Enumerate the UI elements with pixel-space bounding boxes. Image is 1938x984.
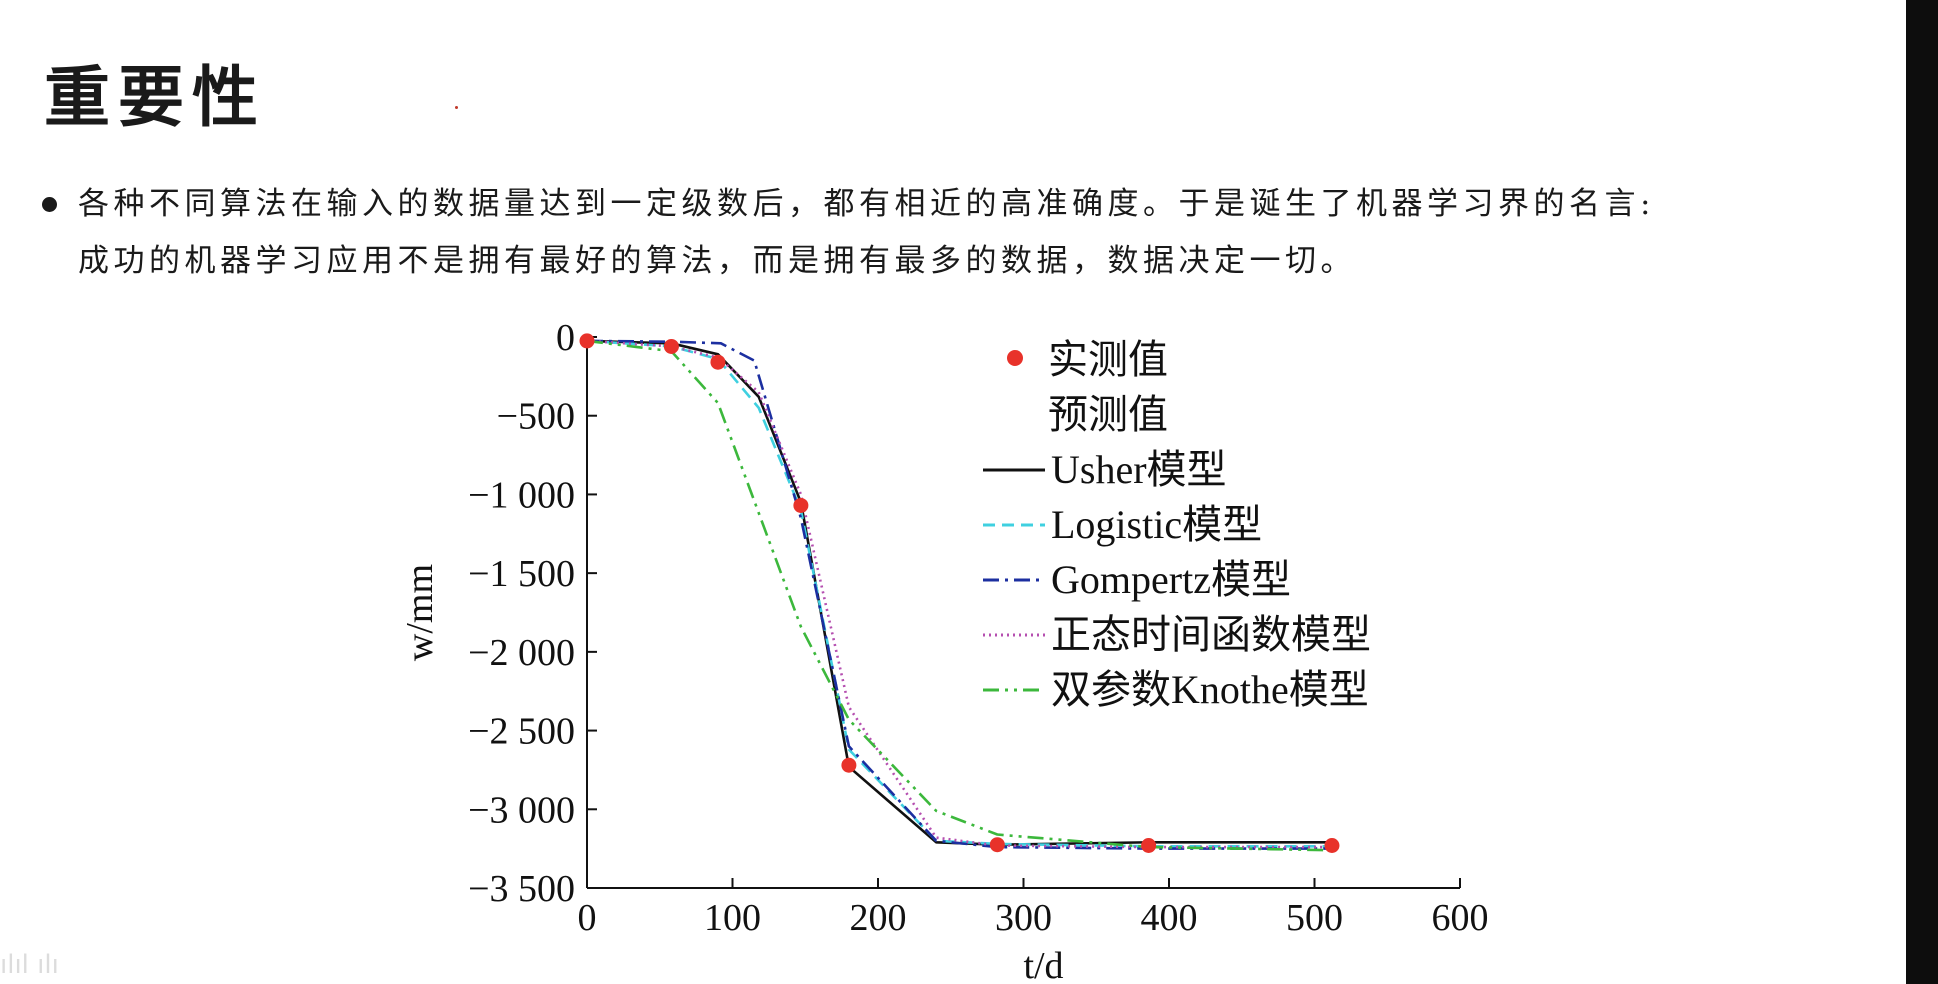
y-tick-label: −2 500 — [468, 711, 575, 753]
chart-series — [586, 339, 1333, 852]
y-tick-label: −1 500 — [468, 553, 575, 595]
y-tick-label: −2 000 — [468, 632, 575, 674]
page-title: 重要性 — [44, 58, 266, 136]
y-tick-label: 0 — [556, 317, 575, 359]
chart-measured-points — [579, 333, 1340, 853]
x-tick-label: 200 — [850, 897, 907, 939]
measured-point — [663, 338, 679, 354]
legend-header-predicted: 预测值 — [1048, 392, 1168, 437]
legend-label-series: Gompertz模型 — [1051, 557, 1291, 602]
x-tick-label: 100 — [704, 897, 761, 939]
x-tick-label: 500 — [1286, 897, 1343, 939]
x-tick-label: 600 — [1432, 897, 1489, 939]
window-edge — [1906, 0, 1938, 984]
measured-point — [989, 837, 1005, 853]
bullet-text-line1: 各种不同算法在输入的数据量达到一定级数后，都有相近的高准确度。于是诞生了机器学习… — [78, 186, 1655, 222]
legend-label-series: 双参数Knothe模型 — [1051, 667, 1369, 712]
y-tick-label: −3 500 — [468, 868, 575, 910]
y-tick-label: −3 000 — [468, 789, 575, 831]
bullet-text-line2: 成功的机器学习应用不是拥有最好的算法，而是拥有最多的数据，数据决定一切。 — [78, 243, 1356, 279]
measured-point — [1141, 837, 1157, 853]
y-tick-label: −500 — [497, 396, 575, 438]
bullet-block: 各种不同算法在输入的数据量达到一定级数后，都有相近的高准确度。于是诞生了机器学习… — [40, 176, 1880, 290]
series-line-Usher模型 — [586, 339, 1332, 847]
measured-point — [1324, 837, 1340, 853]
legend-label-series: Logistic模型 — [1051, 502, 1262, 547]
legend-label-series: 正态时间函数模型 — [1051, 612, 1371, 657]
series-line-Logistic模型 — [586, 339, 1332, 848]
x-tick-label: 400 — [1141, 897, 1198, 939]
bullet-dot-icon — [42, 197, 57, 212]
x-axis-label: t/d — [1023, 945, 1063, 984]
measured-point — [579, 333, 595, 349]
measured-point — [841, 757, 857, 773]
measured-point — [710, 354, 726, 370]
legend-marker-measured — [1007, 350, 1023, 366]
measured-point — [793, 497, 809, 513]
y-axis-label: w/mm — [399, 564, 441, 661]
series-line-正态时间函数模型 — [586, 339, 1332, 849]
chart-axis-labels: t/d w/mm — [399, 564, 1064, 984]
bullet-item: 各种不同算法在输入的数据量达到一定级数后，都有相近的高准确度。于是诞生了机器学习… — [40, 176, 1880, 233]
chart-axes: 0 −500 −1 000 −1 500 −2 000 −2 500 −3 000 −3 50… — [468, 317, 1488, 939]
watermark: ılıl ılı — [0, 950, 59, 980]
decorative-dot — [455, 106, 458, 109]
x-tick-label: 0 — [578, 897, 597, 939]
legend-label-series: Usher模型 — [1051, 447, 1227, 492]
y-tick-label: −1 000 — [468, 474, 575, 516]
legend-label-measured: 实测值 — [1048, 337, 1168, 382]
x-tick-label: 300 — [995, 897, 1052, 939]
